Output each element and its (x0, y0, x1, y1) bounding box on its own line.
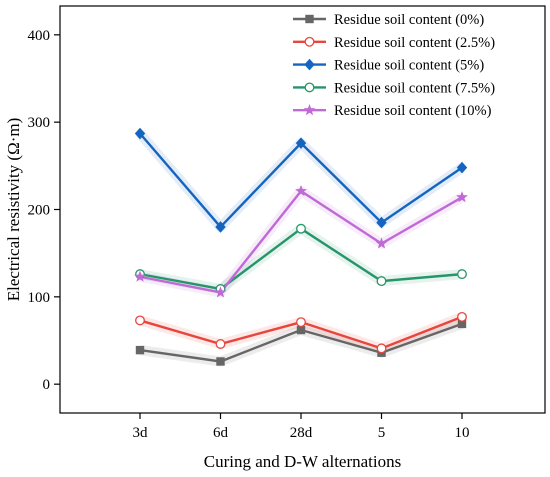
series-2-point (296, 317, 306, 328)
series-3-point (295, 137, 307, 149)
x-tick-label: 28d (290, 425, 313, 441)
series-5-point (214, 286, 227, 298)
series-5-point (134, 270, 146, 282)
legend-label: Residue soil content (5%) (334, 58, 484, 74)
legend-item: Residue soil content (0%) (293, 12, 484, 28)
series-markers-layer (134, 127, 468, 366)
series-4-point (376, 276, 387, 287)
legend-marker (304, 58, 315, 71)
legend-marker (303, 104, 316, 116)
series-2-point (215, 339, 226, 349)
series-2-point (376, 343, 387, 354)
series-3-point (215, 221, 226, 233)
legend-item: Residue soil content (7.5%) (293, 80, 495, 96)
y-axis-title: Electrical resistivity (Ω·m) (4, 118, 23, 302)
series-3-point (456, 161, 468, 174)
x-axis-ticks: 3d 6d 28d 5 10 (133, 413, 470, 441)
series-4-point (457, 269, 467, 280)
series-1-point (216, 357, 225, 366)
series-2-point (135, 315, 145, 326)
y-tick-label: 0 (43, 377, 51, 393)
series-5-point (295, 184, 307, 197)
legend-marker (304, 82, 315, 93)
legend-item: Residue soil content (2.5%) (293, 35, 495, 51)
legend-label: Residue soil content (7.5%) (334, 80, 495, 96)
x-axis-title: Curing and D-W alternations (204, 452, 402, 471)
series-1-point (296, 325, 306, 335)
legend: Residue soil content (0%) Residue soil co… (293, 12, 495, 119)
series-1-point (135, 345, 145, 355)
legend-label: Residue soil content (10%) (334, 103, 492, 119)
legend-marker (304, 36, 315, 47)
y-tick-label: 100 (28, 290, 51, 306)
x-tick-label: 3d (133, 425, 149, 441)
legend-label: Residue soil content (2.5%) (334, 35, 495, 51)
legend-label: Residue soil content (0%) (334, 12, 484, 28)
series-1-point (457, 319, 467, 329)
series-3-point (134, 127, 146, 140)
legend-marker (305, 14, 314, 24)
series-3-point (376, 216, 387, 229)
series-4-point (296, 223, 306, 234)
x-tick-label: 10 (455, 425, 470, 441)
legend-item: Residue soil content (10%) (293, 103, 492, 119)
series-5-point (456, 191, 468, 203)
y-tick-label: 300 (28, 115, 51, 131)
series-2-point (457, 311, 467, 322)
y-tick-label: 400 (28, 28, 51, 44)
series-5-point (375, 237, 388, 249)
x-tick-label: 5 (378, 425, 386, 441)
x-tick-label: 6d (213, 425, 229, 441)
y-axis-ticks: 0 100 200 300 400 (28, 28, 60, 393)
series-4-band (139, 223, 463, 294)
y-tick-label: 200 (28, 203, 51, 219)
legend-item: Residue soil content (5%) (293, 58, 484, 74)
